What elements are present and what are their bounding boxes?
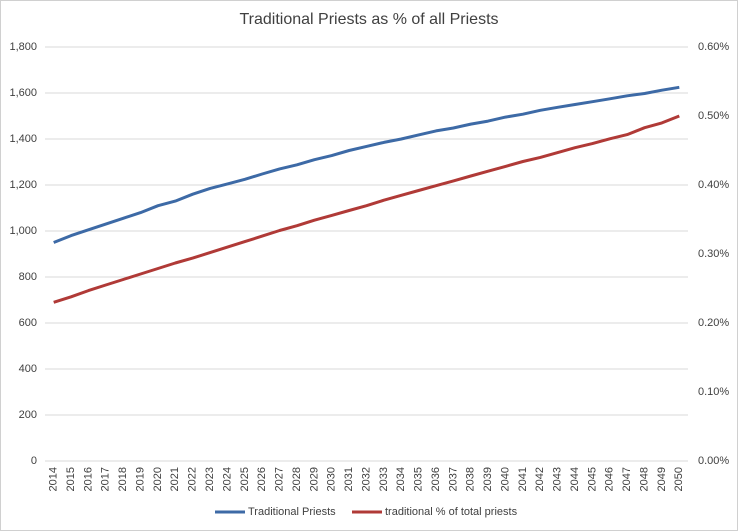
- x-tick-label: 2018: [117, 467, 129, 491]
- y-tick-label: 400: [19, 363, 37, 375]
- x-tick-label: 2048: [638, 467, 650, 491]
- x-tick-label: 2019: [134, 467, 146, 491]
- x-tick-label: 2037: [447, 467, 459, 491]
- x-tick-label: 2034: [395, 467, 407, 491]
- x-tick-label: 2025: [239, 467, 251, 491]
- series-line: [53, 114, 680, 304]
- x-tick-label: 2014: [48, 467, 60, 491]
- x-tick-label: 2044: [569, 467, 581, 491]
- y2-tick-label: 0.30%: [698, 248, 729, 260]
- y2-tick-label: 0.60%: [698, 41, 729, 53]
- x-tick-label: 2024: [221, 467, 233, 491]
- x-tick-label: 2050: [673, 467, 685, 491]
- legend-label: Traditional Priests: [248, 506, 336, 518]
- x-tick-label: 2047: [621, 467, 633, 491]
- y2-tick-label: 0.00%: [698, 455, 729, 467]
- x-tick-label: 2031: [343, 467, 355, 491]
- x-tick-label: 2016: [82, 467, 94, 491]
- x-tick-label: 2038: [465, 467, 477, 491]
- x-tick-label: 2036: [430, 467, 442, 491]
- y2-tick-label: 0.10%: [698, 386, 729, 398]
- x-tick-label: 2027: [274, 467, 286, 491]
- y-tick-label: 1,400: [9, 133, 37, 145]
- x-tick-label: 2028: [291, 467, 303, 491]
- x-tick-label: 2020: [152, 467, 164, 491]
- y-tick-label: 200: [19, 409, 37, 421]
- x-tick-label: 2026: [256, 467, 268, 491]
- chart-title: Traditional Priests as % of all Priests: [239, 11, 498, 28]
- y-tick-label: 1,200: [9, 179, 37, 191]
- y-tick-label: 1,600: [9, 87, 37, 99]
- x-tick-label: 2040: [499, 467, 511, 491]
- x-tick-label: 2035: [413, 467, 425, 491]
- y2-tick-label: 0.20%: [698, 317, 729, 329]
- x-tick-label: 2039: [482, 467, 494, 491]
- y-tick-label: 800: [19, 271, 37, 283]
- x-tick-label: 2042: [534, 467, 546, 491]
- series-line: [53, 85, 680, 244]
- x-tick-label: 2021: [169, 467, 181, 491]
- x-tick-label: 2015: [65, 467, 77, 491]
- x-tick-label: 2033: [378, 467, 390, 491]
- x-tick-label: 2029: [308, 467, 320, 491]
- x-tick-label: 2045: [586, 467, 598, 491]
- y-tick-label: 600: [19, 317, 37, 329]
- x-tick-label: 2049: [656, 467, 668, 491]
- x-tick-label: 2022: [187, 467, 199, 491]
- x-tick-label: 2023: [204, 467, 216, 491]
- x-tick-label: 2032: [360, 467, 372, 491]
- x-tick-label: 2030: [326, 467, 338, 491]
- y-tick-label: 0: [31, 455, 37, 467]
- y-tick-label: 1,800: [9, 41, 37, 53]
- y2-tick-label: 0.50%: [698, 110, 729, 122]
- x-tick-label: 2041: [517, 467, 529, 491]
- x-tick-label: 2017: [100, 467, 112, 491]
- legend-label: traditional % of total priests: [385, 506, 518, 518]
- x-tick-label: 2043: [552, 467, 564, 491]
- y-tick-label: 1,000: [9, 225, 37, 237]
- y2-tick-label: 0.40%: [698, 179, 729, 191]
- x-tick-label: 2046: [604, 467, 616, 491]
